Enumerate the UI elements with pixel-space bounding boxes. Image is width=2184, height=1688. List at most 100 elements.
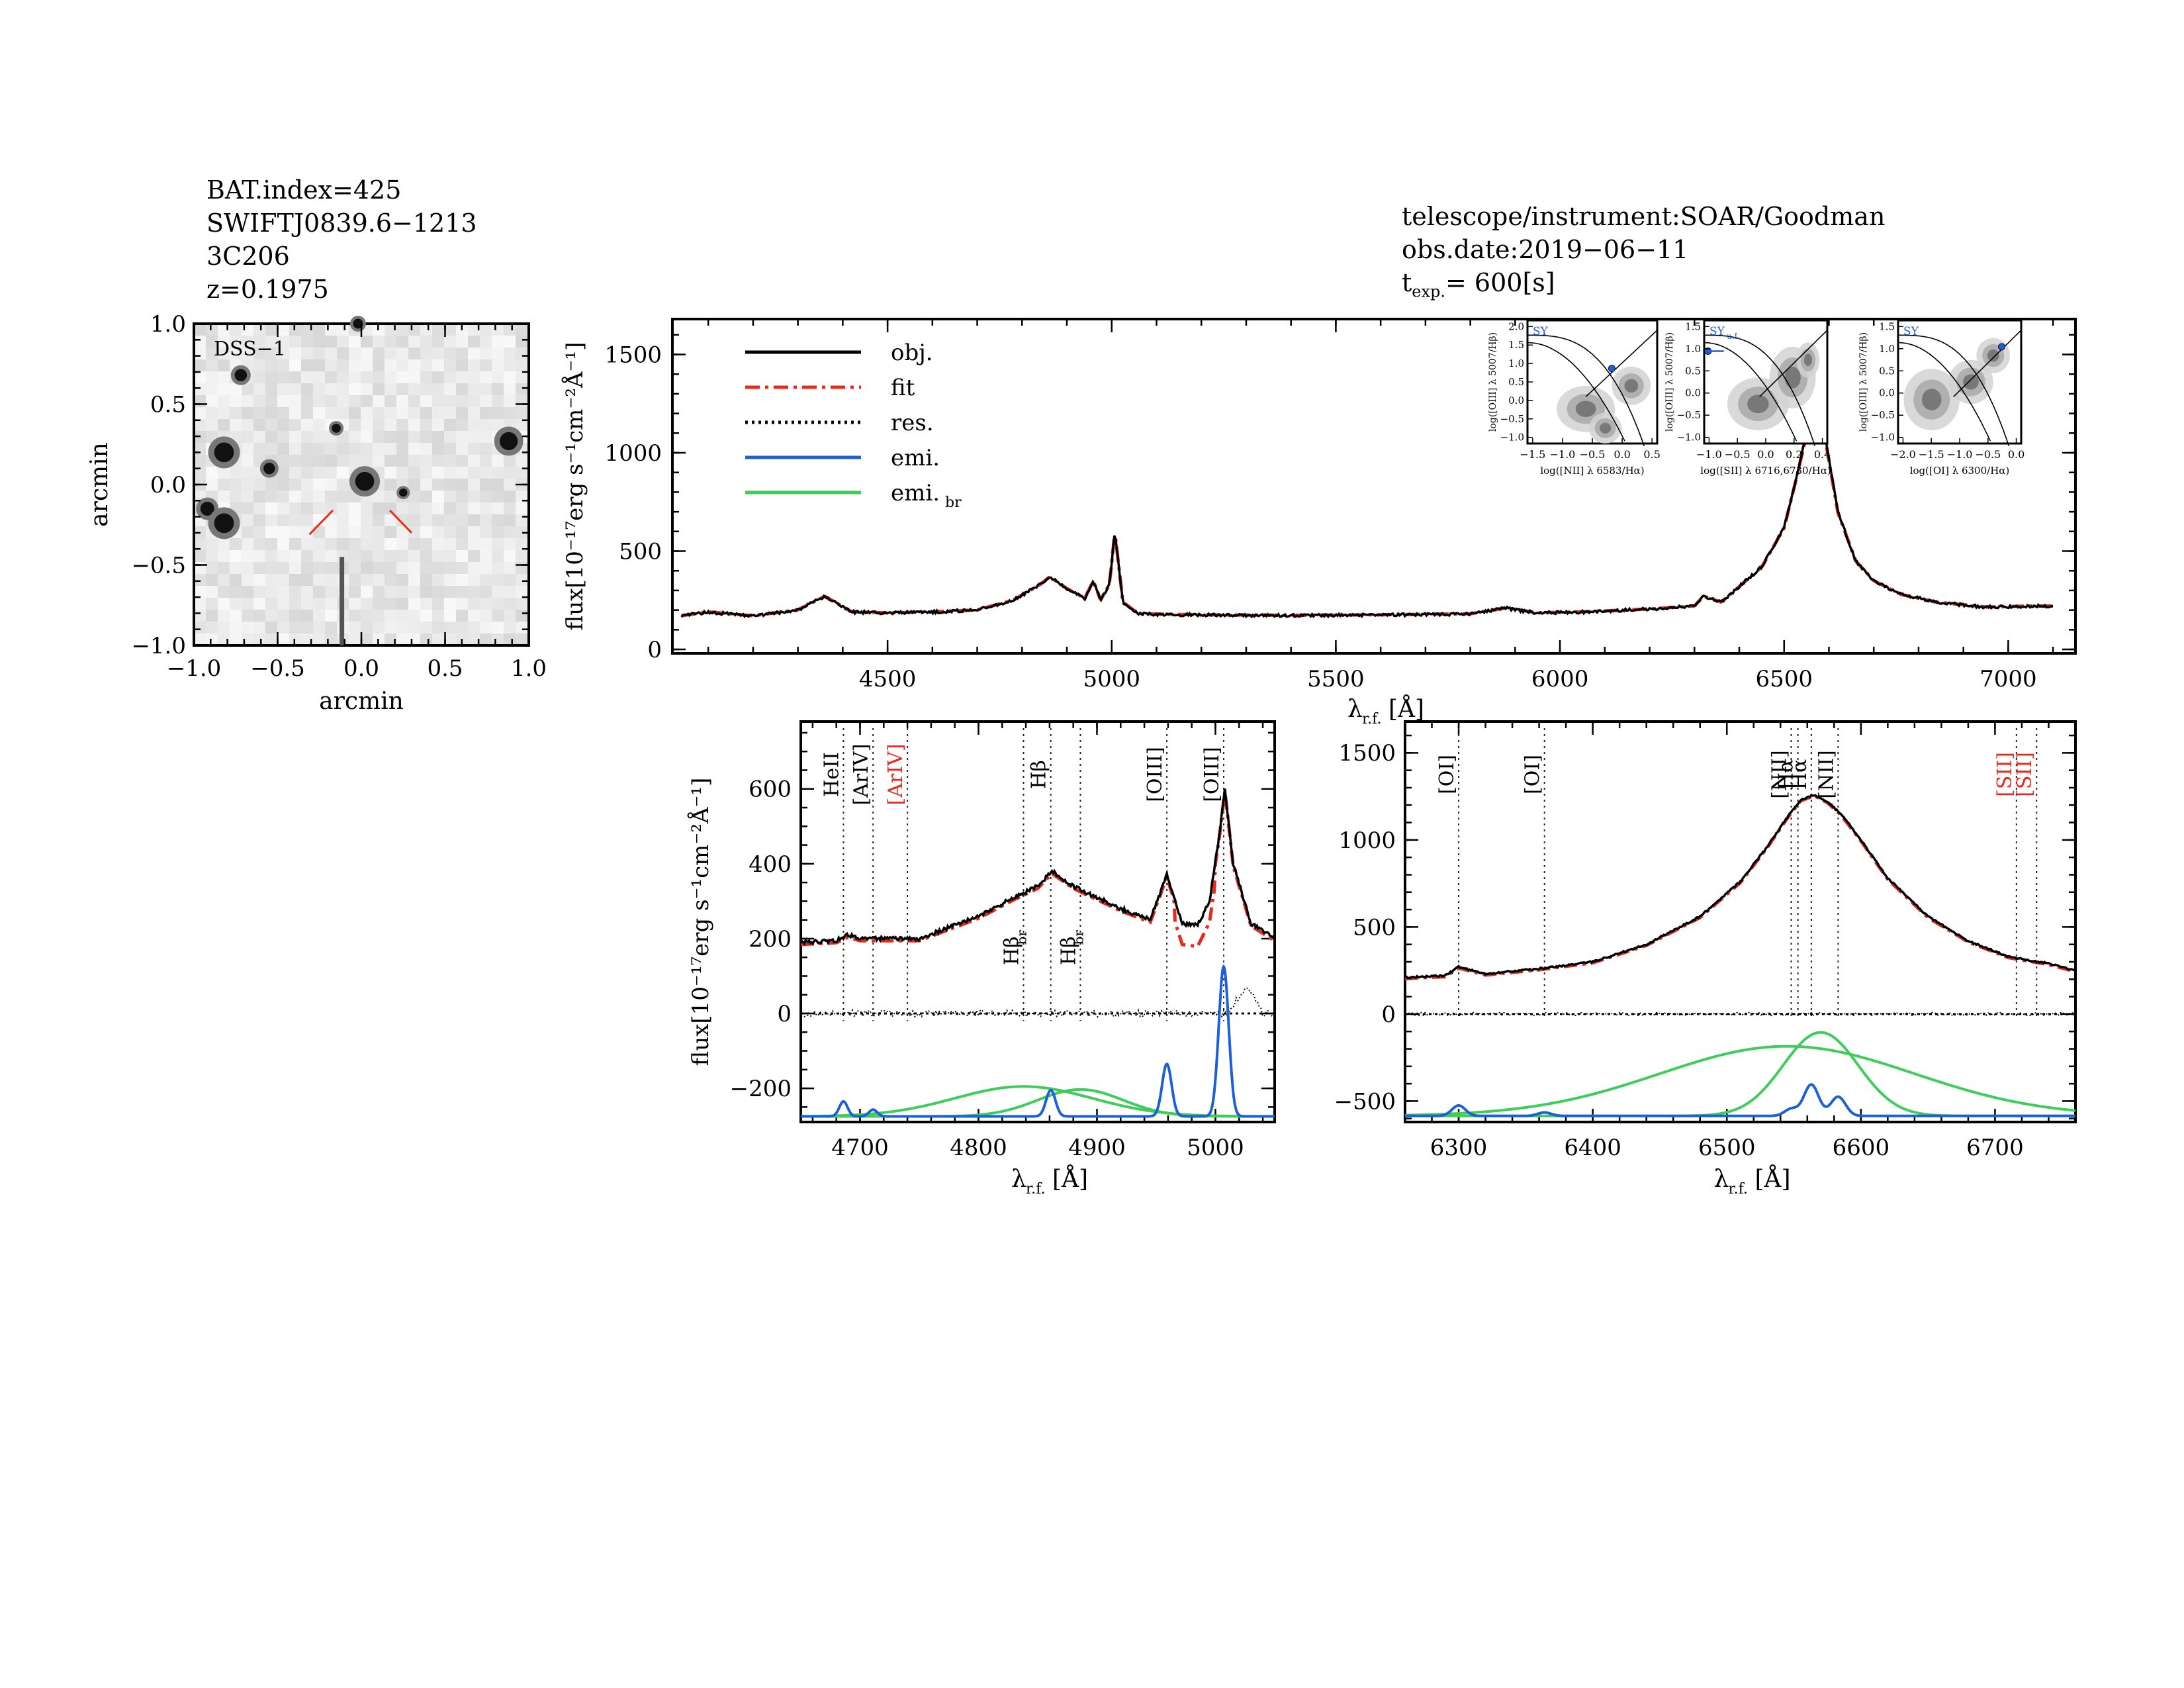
image-pixel — [432, 336, 444, 348]
image-pixel — [492, 526, 504, 538]
star — [234, 369, 248, 382]
image-pixel — [456, 431, 468, 443]
image-pixel — [420, 371, 432, 383]
image-pixel — [504, 526, 516, 538]
image-pixel — [504, 586, 516, 598]
image-pixel — [516, 502, 527, 514]
image-pixel — [265, 526, 277, 538]
image-pixel — [396, 455, 408, 467]
image-pixel — [385, 348, 396, 359]
inset-y-tick-label: 0.5 — [1879, 365, 1895, 377]
image-pixel — [420, 538, 432, 550]
inset-x-tick-label: −1.0 — [1947, 448, 1973, 461]
image-pixel — [504, 407, 516, 419]
inset-y-axis-label: log([OIII] λ 5007/Hβ) — [1488, 332, 1498, 432]
image-pixel — [361, 633, 373, 645]
image-pixel — [313, 455, 325, 467]
image-pixel — [504, 538, 516, 550]
image-pixel — [504, 348, 516, 359]
star — [355, 471, 375, 491]
image-pixel — [444, 431, 456, 443]
image-pixel — [361, 371, 373, 383]
image-pixel — [230, 550, 242, 562]
inset-y-tick-label: 0.5 — [1508, 376, 1524, 388]
image-pixel — [325, 359, 337, 371]
image-pixel — [385, 526, 396, 538]
image-pixel — [289, 514, 301, 526]
image-pixel — [349, 598, 361, 610]
image-pixel — [420, 562, 432, 574]
class-label: SY — [1903, 325, 1919, 338]
image-pixel — [301, 336, 313, 348]
image-pixel — [337, 467, 349, 479]
image-pixel — [396, 610, 408, 622]
x-axis-label: λ — [1011, 1166, 1026, 1193]
seyfert-liner-line — [1953, 330, 2022, 397]
image-pixel — [313, 610, 325, 622]
image-pixel — [396, 467, 408, 479]
image-pixel — [349, 443, 361, 455]
image-pixel — [444, 586, 456, 598]
density-contour — [1600, 422, 1612, 434]
line-label: [NII] — [1768, 750, 1791, 798]
image-pixel — [516, 610, 527, 622]
image-pixel — [361, 419, 373, 431]
image-pixel — [277, 407, 289, 419]
image-pixel — [349, 538, 361, 550]
image-pixel — [230, 479, 242, 491]
image-pixel — [480, 610, 492, 622]
image-pixel — [385, 359, 396, 371]
image-pixel — [385, 443, 396, 455]
image-pixel — [432, 348, 444, 359]
inset-y-tick-label: −1.0 — [1871, 432, 1895, 444]
x-tick-label: 4700 — [831, 1135, 889, 1161]
image-pixel — [206, 348, 218, 359]
plot-frame — [799, 720, 1276, 1123]
image-pixel — [480, 562, 492, 574]
density-contour — [1784, 367, 1801, 389]
image-pixel — [385, 514, 396, 526]
image-pixel — [480, 491, 492, 502]
image-pixel — [420, 574, 432, 586]
image-pixel — [408, 491, 420, 502]
image-pixel — [480, 467, 492, 479]
image-pixel — [516, 574, 527, 586]
image-pixel — [516, 491, 527, 502]
fit-series-line — [681, 399, 2054, 618]
image-pixel — [289, 383, 301, 395]
image-pixel — [468, 348, 480, 359]
image-pixel — [361, 586, 373, 598]
image-pixel — [408, 443, 420, 455]
image-pixel — [325, 467, 337, 479]
image-pixel — [301, 526, 313, 538]
inset-y-tick-label: −1.0 — [1677, 432, 1701, 444]
line-label-sub: br — [1070, 930, 1086, 945]
image-pixel — [349, 383, 361, 395]
inset-x-tick-label: −1.0 — [1696, 448, 1722, 461]
image-pixel — [396, 371, 408, 383]
x-tick-label: 6400 — [1564, 1135, 1621, 1161]
image-pixel — [432, 562, 444, 574]
y-tick-label: −0.5 — [131, 552, 186, 579]
image-pixel — [265, 348, 277, 359]
image-pixel — [408, 395, 420, 407]
image-pixel — [253, 431, 265, 443]
image-pixel — [385, 431, 396, 443]
x-tick-label: 5000 — [1083, 666, 1141, 692]
image-pixel — [277, 395, 289, 407]
x-tick-label: 6500 — [1698, 1135, 1756, 1161]
image-pixel — [325, 633, 337, 645]
image-pixel — [361, 359, 373, 371]
image-pixel — [468, 586, 480, 598]
image-pixel — [444, 467, 456, 479]
inset-x-axis-label: log([SII] λ 6716,6730/Hα) — [1700, 465, 1831, 477]
image-pixel — [420, 443, 432, 455]
image-pixel — [468, 419, 480, 431]
x-axis-label: arcmin — [319, 688, 404, 715]
image-pixel — [277, 443, 289, 455]
image-pixel — [277, 359, 289, 371]
y-tick-label: 1500 — [1338, 740, 1396, 767]
image-pixel — [492, 598, 504, 610]
image-pixel — [230, 574, 242, 586]
image-pixel — [313, 598, 325, 610]
